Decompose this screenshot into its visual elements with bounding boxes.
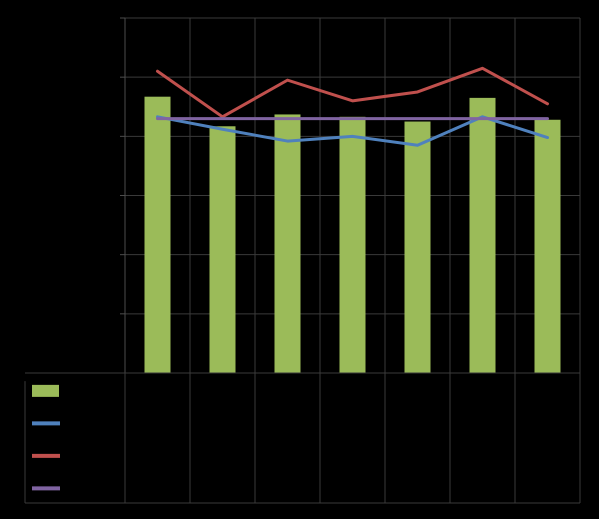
bar [469, 97, 496, 373]
bar [534, 119, 561, 374]
bar [209, 126, 236, 374]
series-line [156, 115, 549, 147]
line-series [156, 66, 549, 147]
legend-key-bar [32, 384, 59, 397]
bar [144, 96, 171, 374]
bar-series [144, 96, 561, 374]
bar [404, 121, 431, 374]
bar [274, 114, 301, 374]
data-table [24, 18, 581, 504]
series-line [156, 66, 549, 119]
bar [339, 116, 366, 373]
